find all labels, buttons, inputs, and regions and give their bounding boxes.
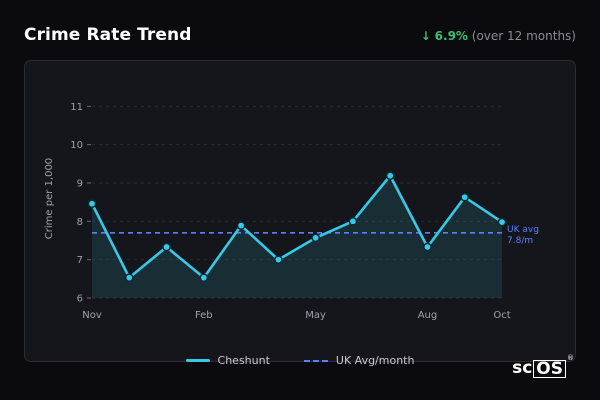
data-point (124, 273, 134, 283)
change-percent: 6.9% (434, 29, 468, 43)
uk-average-value-label: 7.8/m (507, 236, 533, 246)
legend-swatch-solid (185, 359, 210, 362)
y-tick-label: 7 (77, 255, 83, 266)
data-point (460, 192, 470, 202)
data-point (385, 171, 395, 181)
y-tick-label: 6 (77, 294, 83, 305)
x-tick-label: Feb (195, 310, 213, 321)
y-tick-label: 10 (70, 140, 83, 151)
y-axis-label: Crime per 1,000 (44, 158, 55, 239)
brand-registered-mark: ® (567, 354, 574, 362)
brand-prefix: sc (512, 358, 533, 378)
data-point (162, 242, 171, 252)
chart-title: Crime Rate Trend (24, 25, 192, 45)
chart-legend: Cheshunt UK Avg/month (0, 354, 600, 367)
change-indicator: ↓ 6.9% (over 12 months) (421, 29, 576, 43)
series-line-cheshunt (90, 174, 503, 279)
legend-swatch-dashed (303, 359, 328, 362)
y-tick-label: 11 (70, 102, 83, 113)
data-point (497, 217, 507, 227)
x-tick-label: Nov (82, 310, 102, 321)
data-point (423, 242, 432, 252)
legend-item-cheshunt[interactable]: Cheshunt (185, 354, 270, 367)
legend-label: Cheshunt (217, 354, 270, 367)
x-tick-label: May (305, 310, 326, 321)
down-arrow-icon: ↓ (420, 29, 431, 43)
data-point (236, 221, 246, 230)
data-point (311, 233, 320, 243)
x-tick-label: Oct (493, 310, 510, 321)
brand-boxed: OS (533, 360, 566, 378)
brand-logo: sc OS ® (512, 354, 574, 378)
data-point (87, 199, 97, 209)
change-period: (over 12 months) (471, 29, 576, 43)
y-tick-label: 9 (77, 179, 83, 190)
series-area-cheshunt (92, 175, 502, 298)
line-chart: 6 7 8 9 10 11 Crime per 1,000 Nov Feb May Aug Oct UK… (44, 102, 539, 321)
chart-panel: 6 7 8 9 10 11 Crime per 1,000 Nov Feb May Aug Oct UK… (24, 60, 576, 362)
legend-label: UK Avg/month (335, 354, 415, 367)
data-point (199, 273, 209, 283)
uk-average-label: UK avg (507, 225, 539, 235)
data-point (348, 216, 358, 226)
x-tick-label: Aug (418, 310, 438, 321)
legend-item-uk-avg[interactable]: UK Avg/month (303, 354, 415, 367)
y-tick-label: 8 (77, 217, 83, 228)
data-point (274, 255, 283, 265)
